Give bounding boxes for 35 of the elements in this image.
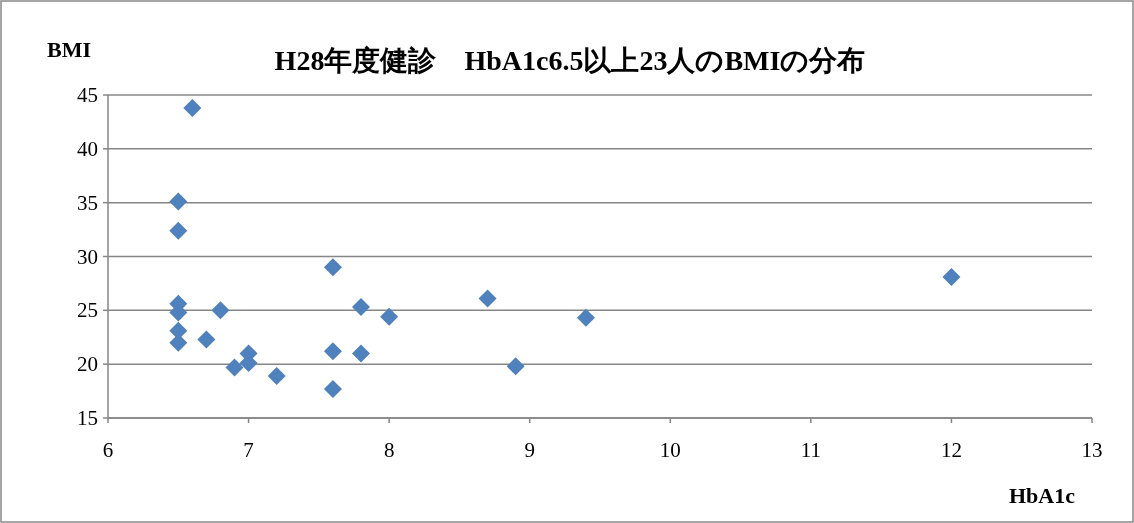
x-tick-label: 13	[1081, 438, 1103, 462]
y-axis-title: BMI	[47, 37, 91, 62]
point	[225, 358, 244, 377]
point	[197, 330, 216, 349]
x-tick-label: 10	[659, 438, 681, 462]
point	[169, 192, 188, 211]
x-axis-title: HbA1c	[1009, 483, 1076, 508]
point	[323, 342, 342, 361]
point	[942, 267, 961, 286]
y-tick-label: 20	[77, 352, 98, 377]
point	[506, 357, 525, 376]
point	[323, 379, 342, 398]
y-tick-label: 30	[77, 244, 98, 269]
point	[478, 289, 497, 308]
x-tick-label: 9	[524, 438, 535, 462]
point	[576, 308, 595, 327]
y-tick-label: 25	[77, 298, 98, 323]
point	[323, 258, 342, 277]
x-tick-label: 12	[940, 438, 962, 462]
point	[352, 298, 371, 317]
x-tick-label: 8	[383, 438, 395, 462]
y-tick-label: 45	[77, 83, 98, 107]
point	[211, 301, 230, 320]
x-tick-label: 11	[800, 438, 821, 462]
y-tick-label: 35	[77, 190, 98, 215]
point	[169, 221, 188, 240]
x-tick-label: 6	[102, 438, 114, 462]
y-tick-label: 40	[77, 136, 98, 161]
chart-title: H28年度健診 HbA1c6.5以上23人のBMIの分布	[274, 45, 866, 76]
point	[380, 307, 399, 326]
point	[267, 367, 286, 386]
y-tick-label: 15	[77, 406, 98, 430]
x-tick-label: 7	[243, 438, 254, 462]
point	[352, 344, 371, 363]
point	[183, 98, 202, 117]
